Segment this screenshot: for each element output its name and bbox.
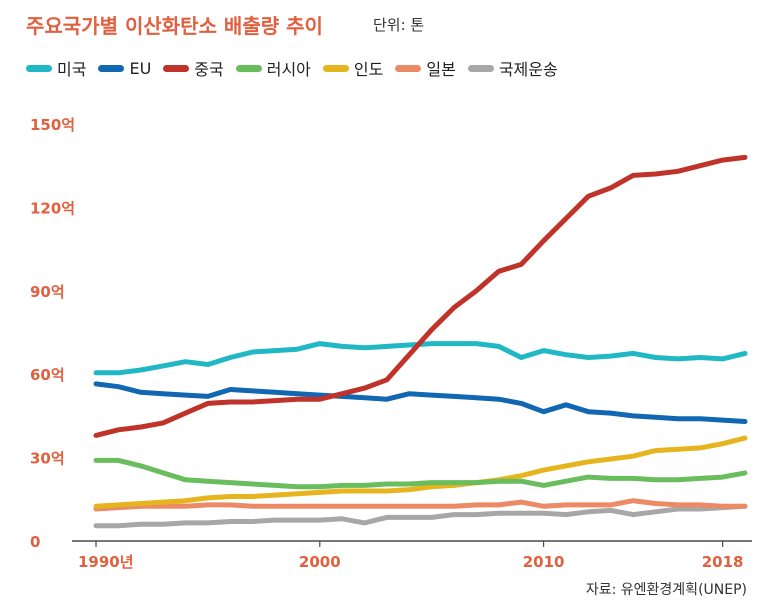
legend-item-india: 인도 (322, 56, 384, 80)
x-tick-label: 2018 (702, 553, 744, 571)
legend-label-usa: 미국 (57, 60, 87, 79)
legend-item-eu: EU (98, 59, 151, 78)
y-tick-label: 60억 (30, 366, 65, 384)
series-line-india (93, 435, 748, 509)
legend-item-japan: 일본 (395, 56, 456, 80)
legend-label-japan: 일본 (426, 60, 456, 79)
series-line-japan (93, 498, 748, 512)
legend-swatch-india (322, 64, 349, 72)
legend-swatch-russia (235, 64, 262, 72)
legend-label-india: 인도 (353, 60, 384, 79)
x-tick-label: 1990년 (78, 553, 134, 571)
legend-swatch-china (163, 64, 190, 72)
legend-swatch-intl-transport (467, 64, 494, 72)
chart-title: 주요국가별 이산화탄소 배출량 추이 (26, 14, 323, 38)
chart-axes: 150억 120억 90억 60억 30억 0 1990년 2000 2010 2018 (30, 116, 752, 571)
legend-item-china: 중국 (163, 56, 224, 80)
x-tick-label: 2010 (523, 553, 565, 571)
y-tick-label: 0 (30, 533, 40, 551)
y-tick-label: 150억 (30, 116, 75, 134)
legend-swatch-usa (26, 64, 52, 72)
y-tick-label: 90억 (30, 283, 65, 301)
legend-label-intl-transport: 국제운송 (498, 60, 558, 79)
legend-item-usa: 미국 (26, 56, 86, 80)
source-note: 자료: 유엔환경계획(UNEP) (585, 582, 747, 598)
series-line-eu (93, 381, 748, 424)
series-line-russia (93, 457, 748, 490)
x-tick-label: 2000 (299, 553, 341, 571)
series-line-china (93, 154, 748, 438)
legend-label-eu: EU (129, 58, 152, 78)
legend-item-intl-transport: 국제운송 (467, 56, 558, 80)
chart-series (93, 154, 748, 529)
series-line-intl-transport (93, 503, 748, 529)
legend-swatch-eu (98, 64, 125, 72)
y-tick-label: 120억 (30, 199, 75, 217)
legend-label-russia: 러시아 (266, 60, 311, 79)
legend-swatch-japan (395, 64, 422, 72)
unit-label: 단위: 톤 (373, 16, 425, 34)
legend-label-china: 중국 (194, 60, 224, 79)
series-line-usa (93, 341, 748, 376)
y-tick-label: 30억 (30, 450, 65, 468)
legend-item-russia: 러시아 (235, 56, 311, 80)
legend: 미국 EU 중국 러시아 인도 일본 국제운송 (26, 56, 570, 80)
